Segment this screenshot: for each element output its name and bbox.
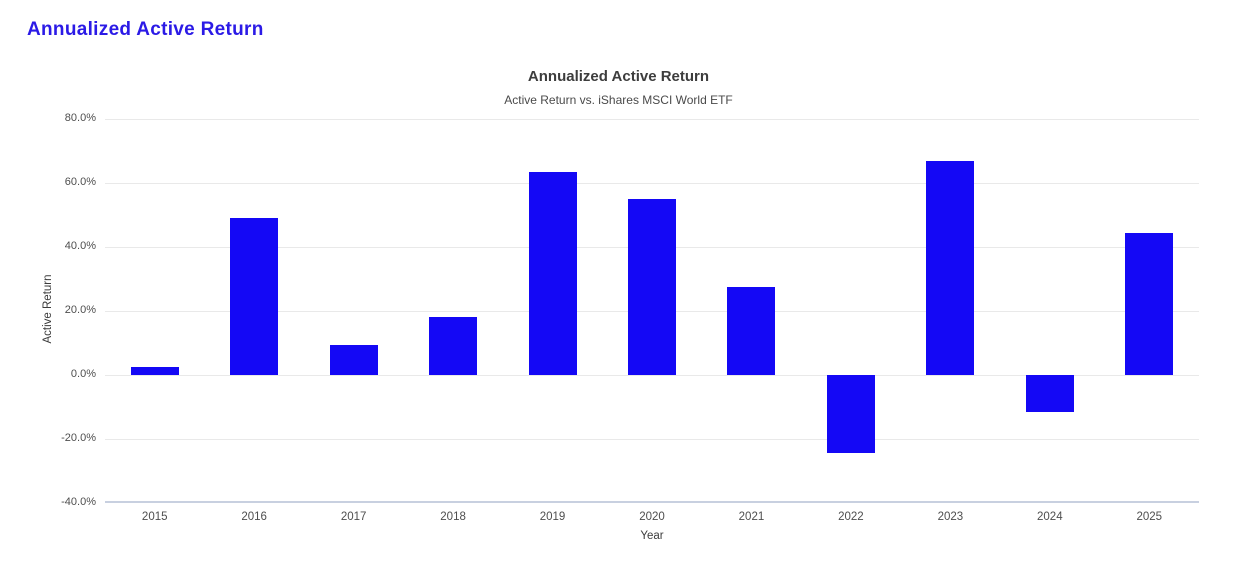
x-tick-label-2025: 2025 (1136, 511, 1163, 523)
x-tick-label-2020: 2020 (639, 511, 665, 523)
y-tick-label--40: -40.0% (61, 496, 96, 508)
y-tick-label-20: 20.0% (64, 304, 96, 316)
bar-2020[interactable] (628, 199, 676, 375)
gridline-80 (105, 119, 1199, 120)
x-tick-label-2015: 2015 (141, 511, 168, 523)
gridline--20 (105, 439, 1199, 440)
x-tick-label-2017: 2017 (340, 511, 367, 523)
x-tick-label-2016: 2016 (241, 511, 267, 523)
y-tick-label-80: 80.0% (64, 112, 96, 124)
gridline--40 (105, 501, 1199, 503)
bar-2016[interactable] (230, 218, 279, 375)
gridline-0 (105, 375, 1199, 376)
y-tick-label-0: 0.0% (70, 368, 96, 380)
x-axis-title: Year (640, 530, 664, 542)
chart-subtitle: Active Return vs. iShares MSCI World ETF (504, 93, 733, 107)
bar-2015[interactable] (130, 367, 179, 375)
plot-area (105, 119, 1199, 503)
y-tick-label-60: 60.0% (64, 176, 96, 188)
bar-2021[interactable] (727, 287, 776, 375)
x-tick-label-2019: 2019 (539, 511, 566, 523)
bar-2017[interactable] (329, 344, 378, 375)
x-tick-label-2018: 2018 (440, 511, 466, 523)
x-tick-label-2023: 2023 (937, 511, 964, 523)
bar-2025[interactable] (1125, 232, 1174, 375)
x-tick-label-2024: 2024 (1037, 511, 1063, 523)
gridline-60 (105, 183, 1199, 184)
bar-2018[interactable] (429, 316, 478, 375)
y-tick-label-40: 40.0% (64, 240, 96, 252)
x-tick-label-2022: 2022 (838, 511, 864, 523)
y-tick-label--20: -20.0% (61, 432, 96, 444)
x-tick-label-2021: 2021 (738, 511, 765, 523)
bar-2019[interactable] (528, 171, 577, 375)
bar-2022[interactable] (826, 375, 875, 454)
bar-2023[interactable] (926, 160, 975, 375)
chart-title: Annualized Active Return (527, 68, 710, 85)
page-title: Annualized Active Return (27, 19, 264, 40)
active-return-bar-chart: Annualized Active Return Active Return v… (2, 60, 1235, 560)
bar-2024[interactable] (1025, 375, 1074, 412)
